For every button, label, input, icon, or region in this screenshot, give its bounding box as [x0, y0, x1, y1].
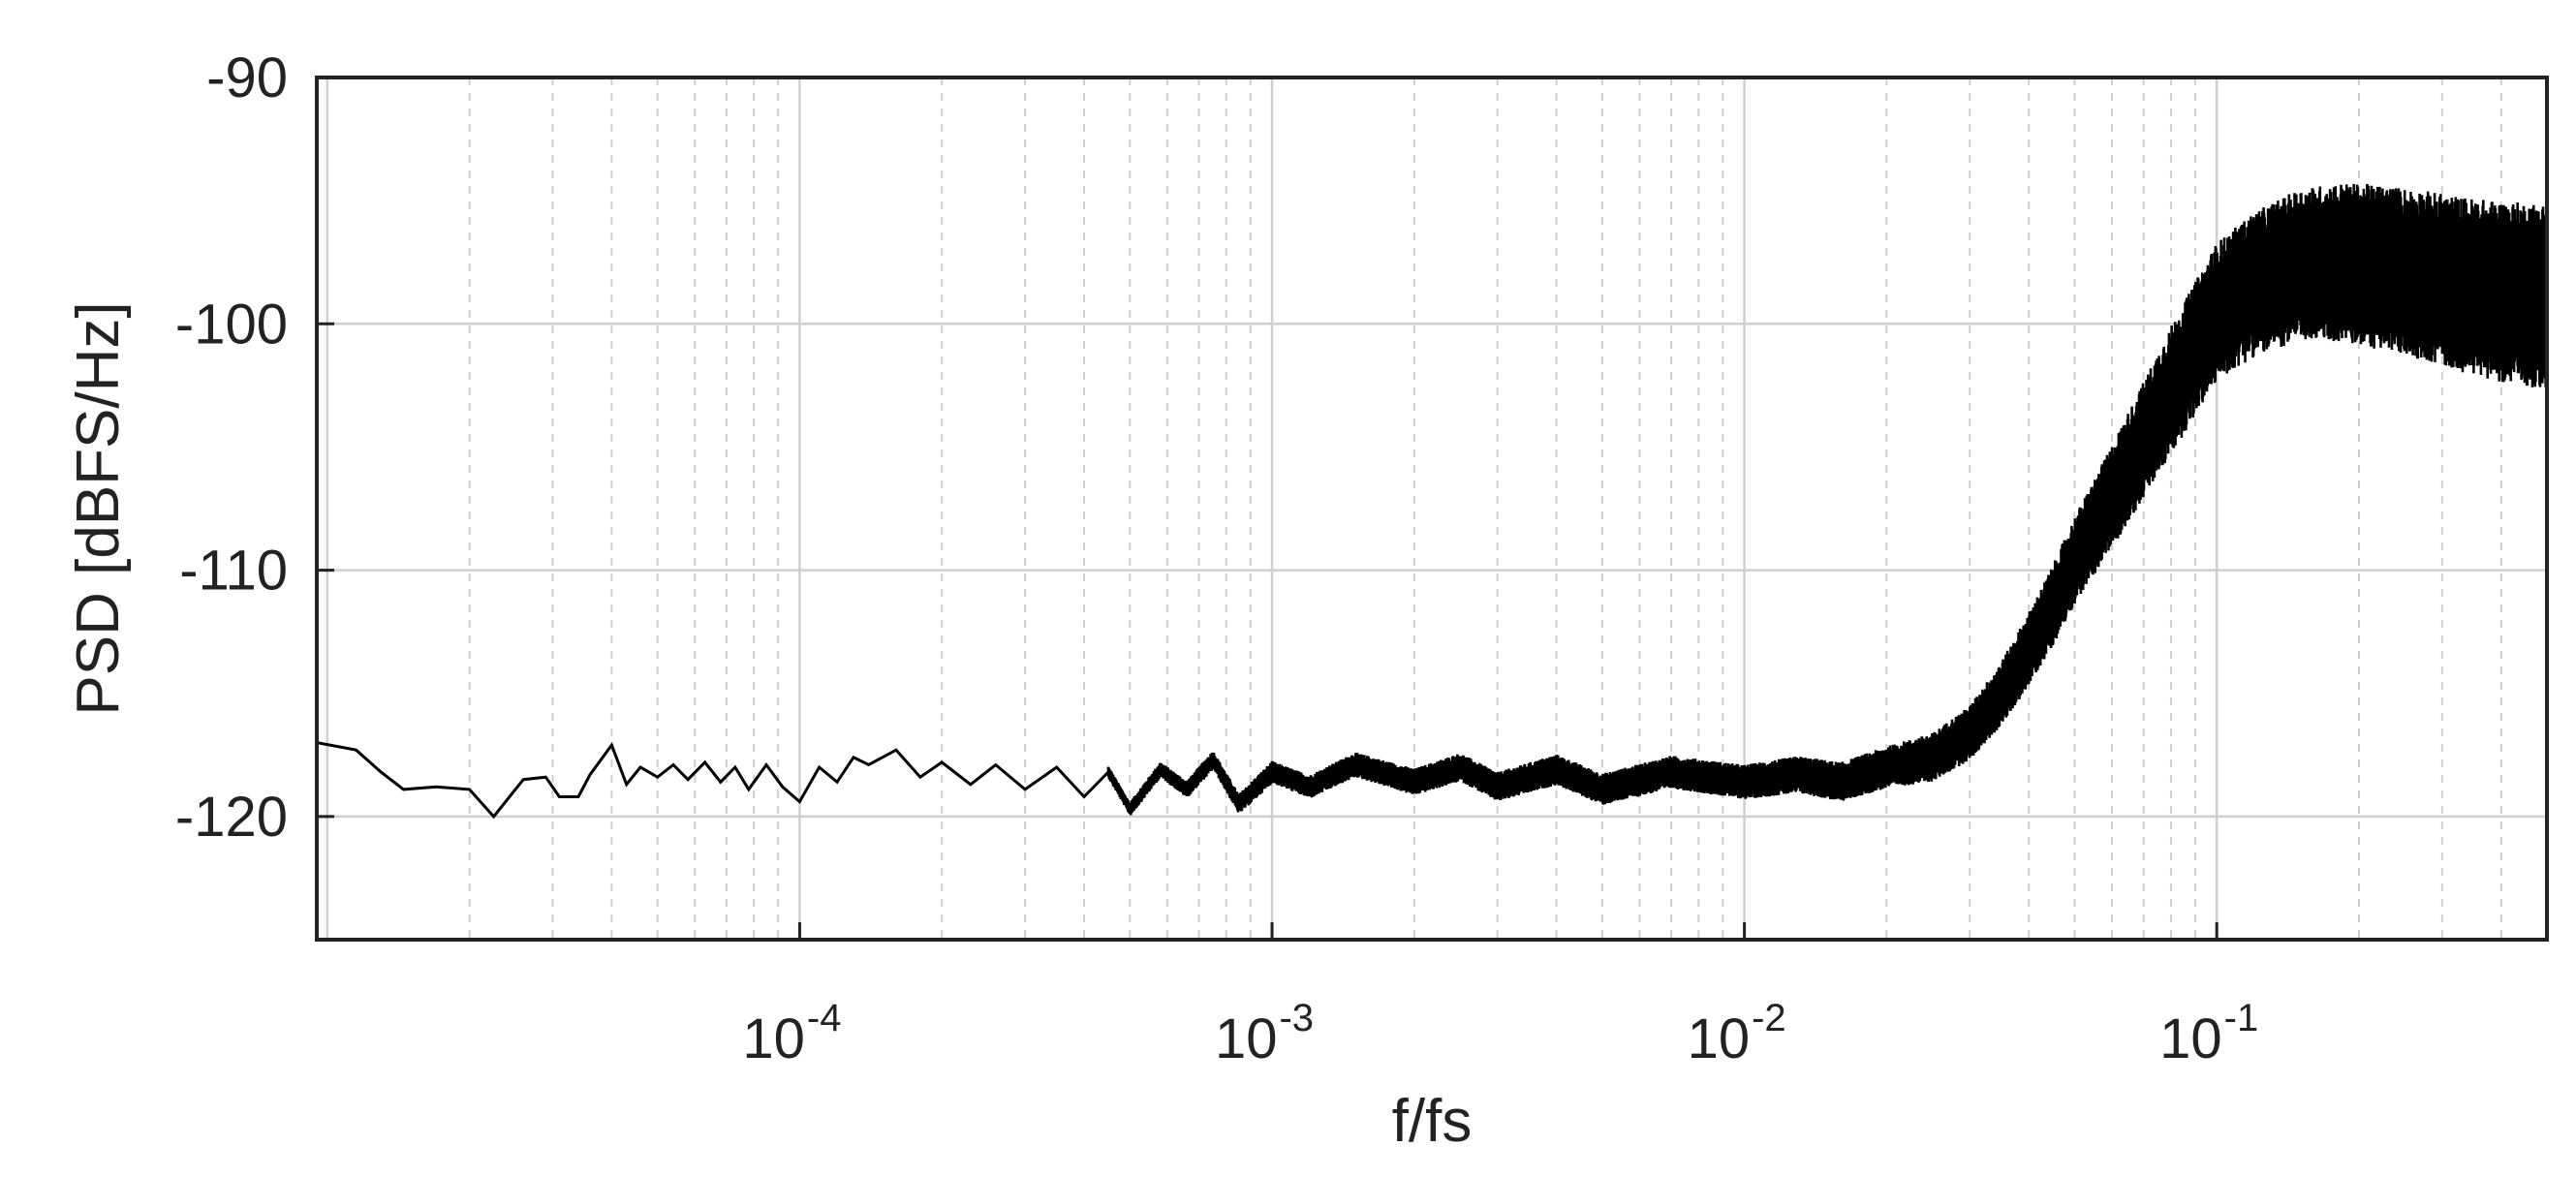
x-tick-exponent: -1 — [2224, 997, 2259, 1039]
x-axis-label: f/fs — [1392, 1088, 1473, 1155]
x-tick-label: 10-3 — [1215, 997, 1314, 1070]
y-tick-label: -100 — [175, 293, 288, 356]
grid-layer — [317, 77, 2547, 940]
x-tick-label: 10-1 — [2159, 997, 2258, 1070]
x-tick-exponent: -2 — [1752, 997, 1786, 1039]
plot-layer — [317, 183, 2547, 820]
y-tick-labels: -90 -100 -110 -120 — [175, 46, 334, 849]
x-tick-label: 10-2 — [1688, 997, 1786, 1070]
x-tick-base: 10 — [742, 1007, 805, 1070]
y-tick-label: -120 — [175, 786, 288, 849]
x-tick-labels: 10-4 10-3 10-2 10-1 — [742, 922, 2258, 1070]
x-tick-label: 10-4 — [742, 997, 841, 1070]
y-tick-label: -90 — [206, 46, 288, 109]
x-tick-base: 10 — [1215, 1007, 1278, 1070]
y-axis-label: PSD [dBFS/Hz] — [65, 301, 132, 715]
psd-noise-band — [1106, 183, 2547, 816]
plot-frame — [315, 76, 2549, 942]
y-tick-label: -110 — [179, 540, 288, 603]
x-tick-base: 10 — [2159, 1007, 2222, 1070]
x-tick-exponent: -3 — [1279, 997, 1314, 1039]
x-tick-base: 10 — [1688, 1007, 1751, 1070]
x-tick-exponent: -4 — [807, 997, 842, 1039]
